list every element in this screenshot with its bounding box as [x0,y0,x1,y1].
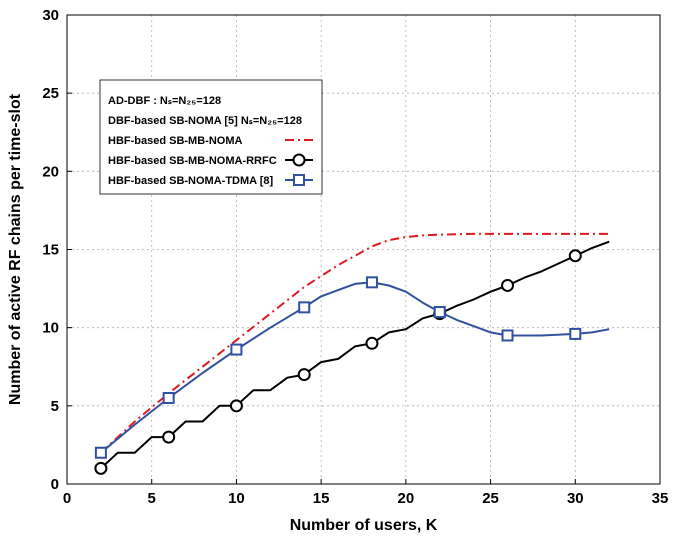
y-tick-label: 5 [51,398,59,415]
legend-sample-marker [293,174,305,186]
legend-entry-label: HBF-based SB-NOMA-TDMA [8] [108,175,274,187]
y-tick-label: 15 [42,242,59,259]
data-point [230,343,243,356]
x-tick-label: 20 [398,490,415,507]
data-point [162,392,175,405]
series-layer [94,232,610,475]
x-tick-label: 10 [228,490,245,507]
y-tick-label: 25 [42,85,59,102]
data-point [229,399,243,413]
data-point [94,446,107,459]
y-tick-label: 10 [42,320,59,337]
legend-entry-label: AD-DBF : Nₛ=N₂₅=128 [108,95,221,107]
y-tick-label: 0 [51,476,59,493]
legend: AD-DBF : Nₛ=N₂₅=128 DBF-based SB-NOMA [5]… [99,79,323,195]
x-tick-label: 0 [63,490,71,507]
x-tick-label: 25 [482,490,499,507]
data-point [433,306,446,319]
data-point [365,336,379,350]
x-tick-label: 35 [652,490,669,507]
data-point [501,329,514,342]
x-tick-label: 15 [313,490,330,507]
x-tick-label: 30 [567,490,584,507]
y-tick-label: 30 [42,7,59,24]
legend-sample-marker [292,153,306,167]
ticks: 0 5 10 15 20 25 30 35 0 5 10 15 20 25 30 [42,7,668,507]
x-axis-title: Number of users, K [290,517,438,534]
y-tick-label: 20 [42,163,59,180]
series-line [100,240,610,470]
series-line [100,232,610,454]
data-point [501,278,515,292]
data-point [297,368,311,382]
data-point [568,249,582,263]
series-line [100,281,610,454]
y-axis-title: Number of active RF chains per time-slot [7,93,24,405]
legend-entry-label: HBF-based SB-MB-NOMA-RRFC [108,155,277,167]
series-2 [100,232,610,454]
series-3 [94,240,610,475]
legend-box [99,79,323,195]
data-point [94,461,108,475]
legend-entry-label: HBF-based SB-MB-NOMA [108,135,242,147]
legend-entry-label: DBF-based SB-NOMA [5] Nₛ=N₂₅=128 [108,115,302,127]
data-point [569,327,582,340]
series-4 [94,276,610,459]
data-point [365,276,378,289]
data-point [162,430,176,444]
x-tick-label: 5 [148,490,156,507]
data-point [298,301,311,314]
